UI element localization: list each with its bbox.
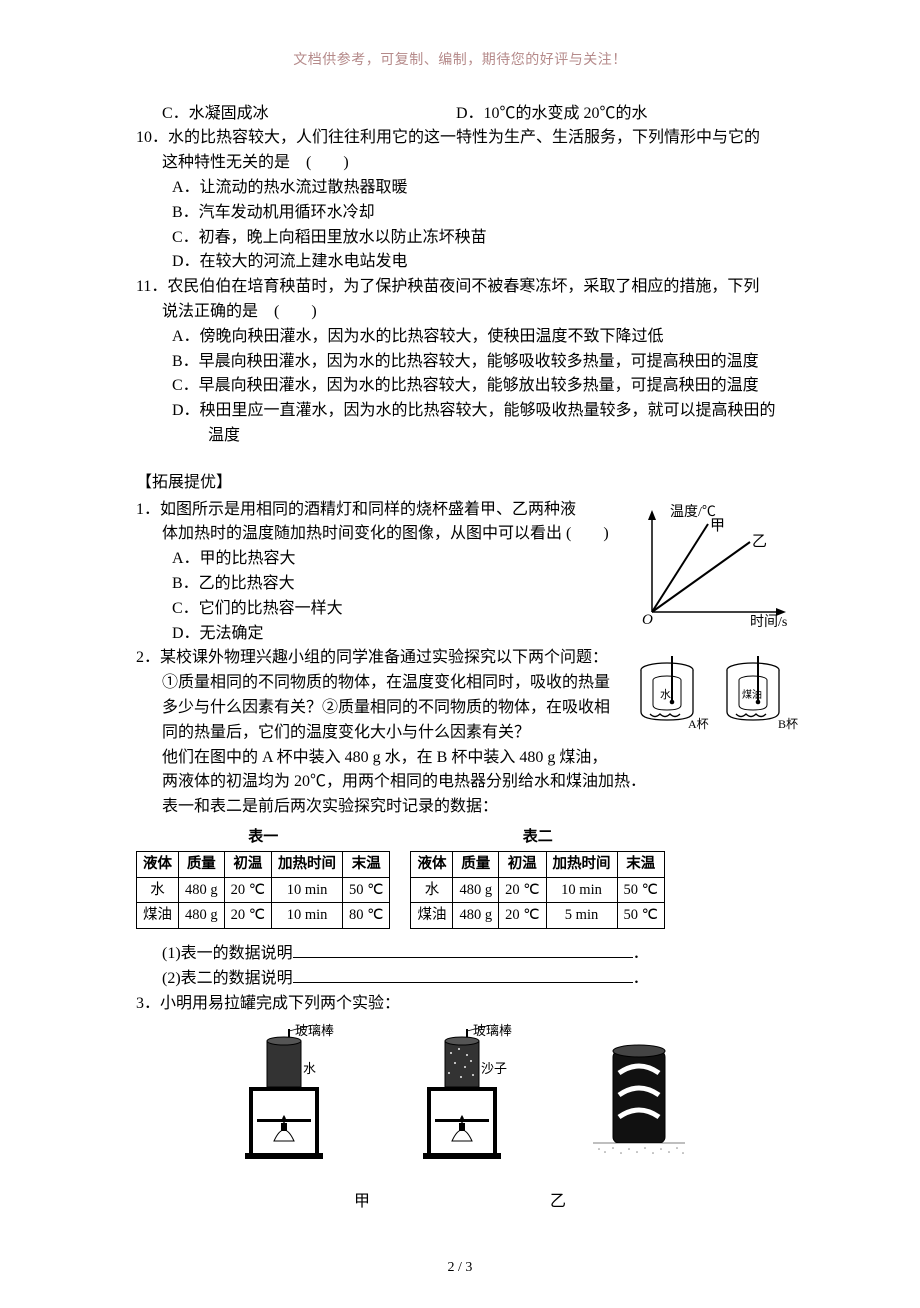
line-yi-label: 乙: [752, 534, 767, 550]
ext3-stem: 3．小明用易拉罐完成下列两个实验：: [120, 992, 800, 1017]
figure-caption-jia: 甲: [354, 1190, 370, 1215]
ext2-fill-2: (2)表二的数据说明．: [120, 966, 800, 992]
blank-1: [293, 941, 633, 958]
beaker-b: 煤油: [727, 656, 779, 720]
x-axis-label: 时间/s: [750, 614, 787, 630]
table-cell: 水: [411, 877, 453, 902]
q11-stem-line1: 11．农民伯伯在培育秧苗时，为了保护秧苗夜间不被春寒冻坏，采取了相应的措施，下列: [120, 275, 800, 300]
table-cell: 480 g: [453, 877, 499, 902]
q9-options-cd: C．水凝固成冰 D．10℃的水变成 20℃的水: [120, 102, 800, 127]
temperature-time-graph: 温度/℃ 时间/s O 甲 乙: [630, 502, 800, 641]
figure-caption-yi: 乙: [550, 1190, 566, 1215]
table-one-caption: 表一: [136, 826, 390, 849]
table-cell: 20 ℃: [499, 877, 546, 902]
table-cell: 480 g: [179, 903, 225, 928]
table-header-cell: 末温: [343, 852, 390, 877]
table-cell: 10 min: [546, 877, 617, 902]
origin-label: O: [642, 612, 653, 628]
table-header-cell: 液体: [411, 852, 453, 877]
ext2-line7: 表一和表二是前后两次实验探究时记录的数据：: [120, 795, 800, 820]
page-number: 2 / 3: [120, 1257, 800, 1279]
table-one: 液体质量初温加热时间末温 水480 g20 ℃10 min50 ℃煤油480 g…: [136, 851, 390, 928]
q9-option-d: D．10℃的水变成 20℃的水: [456, 105, 648, 122]
q11-option-d-line2: 温度: [120, 424, 800, 449]
q11-option-b: B．早晨向秧田灌水，因为水的比热容较大，能够吸收较多热量，可提高秧田的温度: [120, 350, 800, 375]
q11-stem-line2: 说法正确的是 ( ): [120, 300, 800, 325]
q10-option-a: A．让流动的热水流过散热器取暖: [120, 176, 800, 201]
svg-text:水: 水: [660, 688, 671, 701]
table-header-cell: 加热时间: [546, 852, 617, 877]
line-jia-label: 甲: [710, 518, 725, 534]
table-two-wrap: 表二 液体质量初温加热时间末温 水480 g20 ℃10 min50 ℃煤油48…: [410, 826, 664, 929]
sand-label: 沙子: [481, 1061, 507, 1076]
table-row: 煤油480 g20 ℃10 min80 ℃: [137, 903, 390, 928]
table-row: 煤油480 g20 ℃5 min50 ℃: [411, 903, 664, 928]
beaker-a: 水: [641, 656, 693, 720]
table-one-wrap: 表一 液体质量初温加热时间末温 水480 g20 ℃10 min50 ℃煤油48…: [136, 826, 390, 929]
ext2-fill-1: (1)表一的数据说明．: [120, 941, 800, 967]
q11-option-c: C．早晨向秧田灌水，因为水的比热容较大，能够放出较多热量，可提高秧田的温度: [120, 374, 800, 399]
q9-option-c: C．水凝固成冰: [162, 102, 452, 127]
table-cell: 50 ℃: [617, 903, 664, 928]
table-header-cell: 初温: [224, 852, 271, 877]
q10-option-b: B．汽车发动机用循环水冷却: [120, 201, 800, 226]
table-cell: 480 g: [179, 877, 225, 902]
apparatus-sand: 玻璃棒 沙子: [405, 1023, 515, 1182]
glass-rod-label-a: 玻璃棒: [295, 1023, 334, 1038]
header-note: 文档供参考，可复制、编制，期待您的好评与关注！: [120, 50, 800, 72]
beaker-apparatus-figure: 水 A杯 煤油 B杯: [630, 650, 800, 749]
table-two: 液体质量初温加热时间末温 水480 g20 ℃10 min50 ℃煤油480 g…: [410, 851, 664, 928]
table-cell: 煤油: [137, 903, 179, 928]
table-header-cell: 质量: [453, 852, 499, 877]
beaker-b-label: B杯: [778, 717, 798, 731]
beaker-a-label: A杯: [688, 717, 709, 731]
blank-2: [293, 966, 633, 983]
table-header-cell: 初温: [499, 852, 546, 877]
table-cell: 水: [137, 877, 179, 902]
table-cell: 50 ℃: [617, 877, 664, 902]
q10-option-d: D．在较大的河流上建水电站发电: [120, 250, 800, 275]
section-title-extension: 【拓展提优】: [120, 471, 800, 496]
q10-stem-line1: 10．水的比热容较大，人们往往利用它的这一特性为生产、生活服务，下列情形中与它的: [120, 126, 800, 151]
q11-option-a: A．傍晚向秧田灌水，因为水的比热容较大，使秧田温度不致下降过低: [120, 325, 800, 350]
table-row: 水480 g20 ℃10 min50 ℃: [411, 877, 664, 902]
table-row: 水480 g20 ℃10 min50 ℃: [137, 877, 390, 902]
q10-stem-line2: 这种特性无关的是 ( ): [120, 151, 800, 176]
table-header-cell: 液体: [137, 852, 179, 877]
y-axis-label: 温度/℃: [670, 504, 716, 520]
ext2-line6: 两液体的初温均为 20℃，用两个相同的电热器分别给水和煤油加热．: [120, 770, 800, 795]
table-cell: 20 ℃: [224, 877, 271, 902]
apparatus-water: 玻璃棒 水: [227, 1023, 337, 1182]
table-cell: 20 ℃: [224, 903, 271, 928]
q10-option-c: C．初春，晚上向稻田里放水以防止冻坏秧苗: [120, 226, 800, 251]
glass-rod-label-b: 玻璃棒: [473, 1023, 512, 1038]
water-label: 水: [303, 1061, 316, 1076]
ext2-line5: 他们在图中的 A 杯中装入 480 g 水，在 B 杯中装入 480 g 煤油，: [120, 746, 800, 771]
table-header-cell: 末温: [617, 852, 664, 877]
table-header-cell: 加热时间: [272, 852, 343, 877]
svg-text:煤油: 煤油: [742, 688, 762, 701]
table-two-caption: 表二: [410, 826, 664, 849]
table-cell: 10 min: [272, 903, 343, 928]
table-cell: 80 ℃: [343, 903, 390, 928]
table-cell: 20 ℃: [499, 903, 546, 928]
table-cell: 5 min: [546, 903, 617, 928]
table-cell: 50 ℃: [343, 877, 390, 902]
table-cell: 480 g: [453, 903, 499, 928]
table-header-cell: 质量: [179, 852, 225, 877]
q11-option-d-line1: D．秧田里应一直灌水，因为水的比热容较大，能够吸收热量较多，就可以提高秧田的: [120, 399, 800, 424]
table-cell: 10 min: [272, 877, 343, 902]
table-cell: 煤油: [411, 903, 453, 928]
apparatus-can-ground: [583, 1023, 693, 1182]
